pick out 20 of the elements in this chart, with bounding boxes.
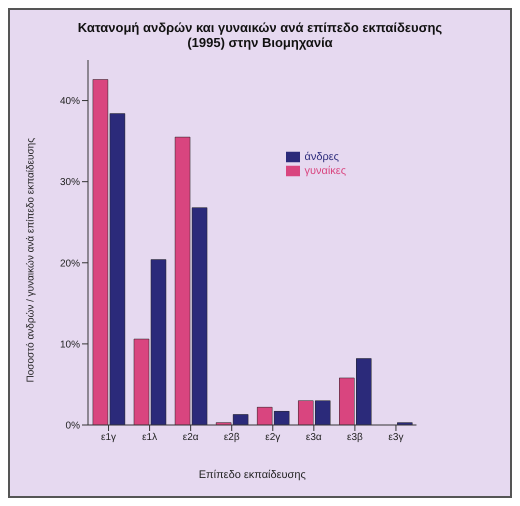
- bar: [397, 422, 413, 425]
- x-tick-label: ε3β: [346, 432, 364, 444]
- y-tick-label: 20%: [60, 258, 80, 270]
- y-tick-label: 10%: [60, 339, 80, 350]
- y-tick-label: 40%: [60, 96, 80, 108]
- y-tick-label: 30%: [60, 177, 80, 188]
- chart-title: Κατανομή ανδρών και γυναικών ανά επίπεδο εκπαίδευσης: [76, 20, 444, 35]
- x-axis-title: Επίπεδο εκπαίδευσης: [198, 469, 306, 481]
- y-tick-label: 0%: [66, 420, 80, 432]
- x-tick-label: ε3α: [306, 432, 322, 444]
- chart-subtitle: (1995) στην Βιομηχανία: [186, 35, 334, 50]
- legend-label: άνδρες: [304, 150, 339, 163]
- x-tick-label: ε3γ: [388, 432, 404, 444]
- x-tick-label: ε2α: [182, 432, 199, 444]
- x-tick-label: ε2γ: [265, 432, 280, 444]
- x-tick-label: ε1λ: [142, 432, 158, 444]
- legend-label: γυναίκες: [304, 164, 346, 177]
- x-tick-label: ε2β: [224, 432, 240, 444]
- x-tick-label: ε1γ: [101, 432, 116, 444]
- y-axis-title: Ποσοστό ανδρών / γυναικών ανά επίπεδο εκπαίδευσης: [26, 138, 37, 382]
